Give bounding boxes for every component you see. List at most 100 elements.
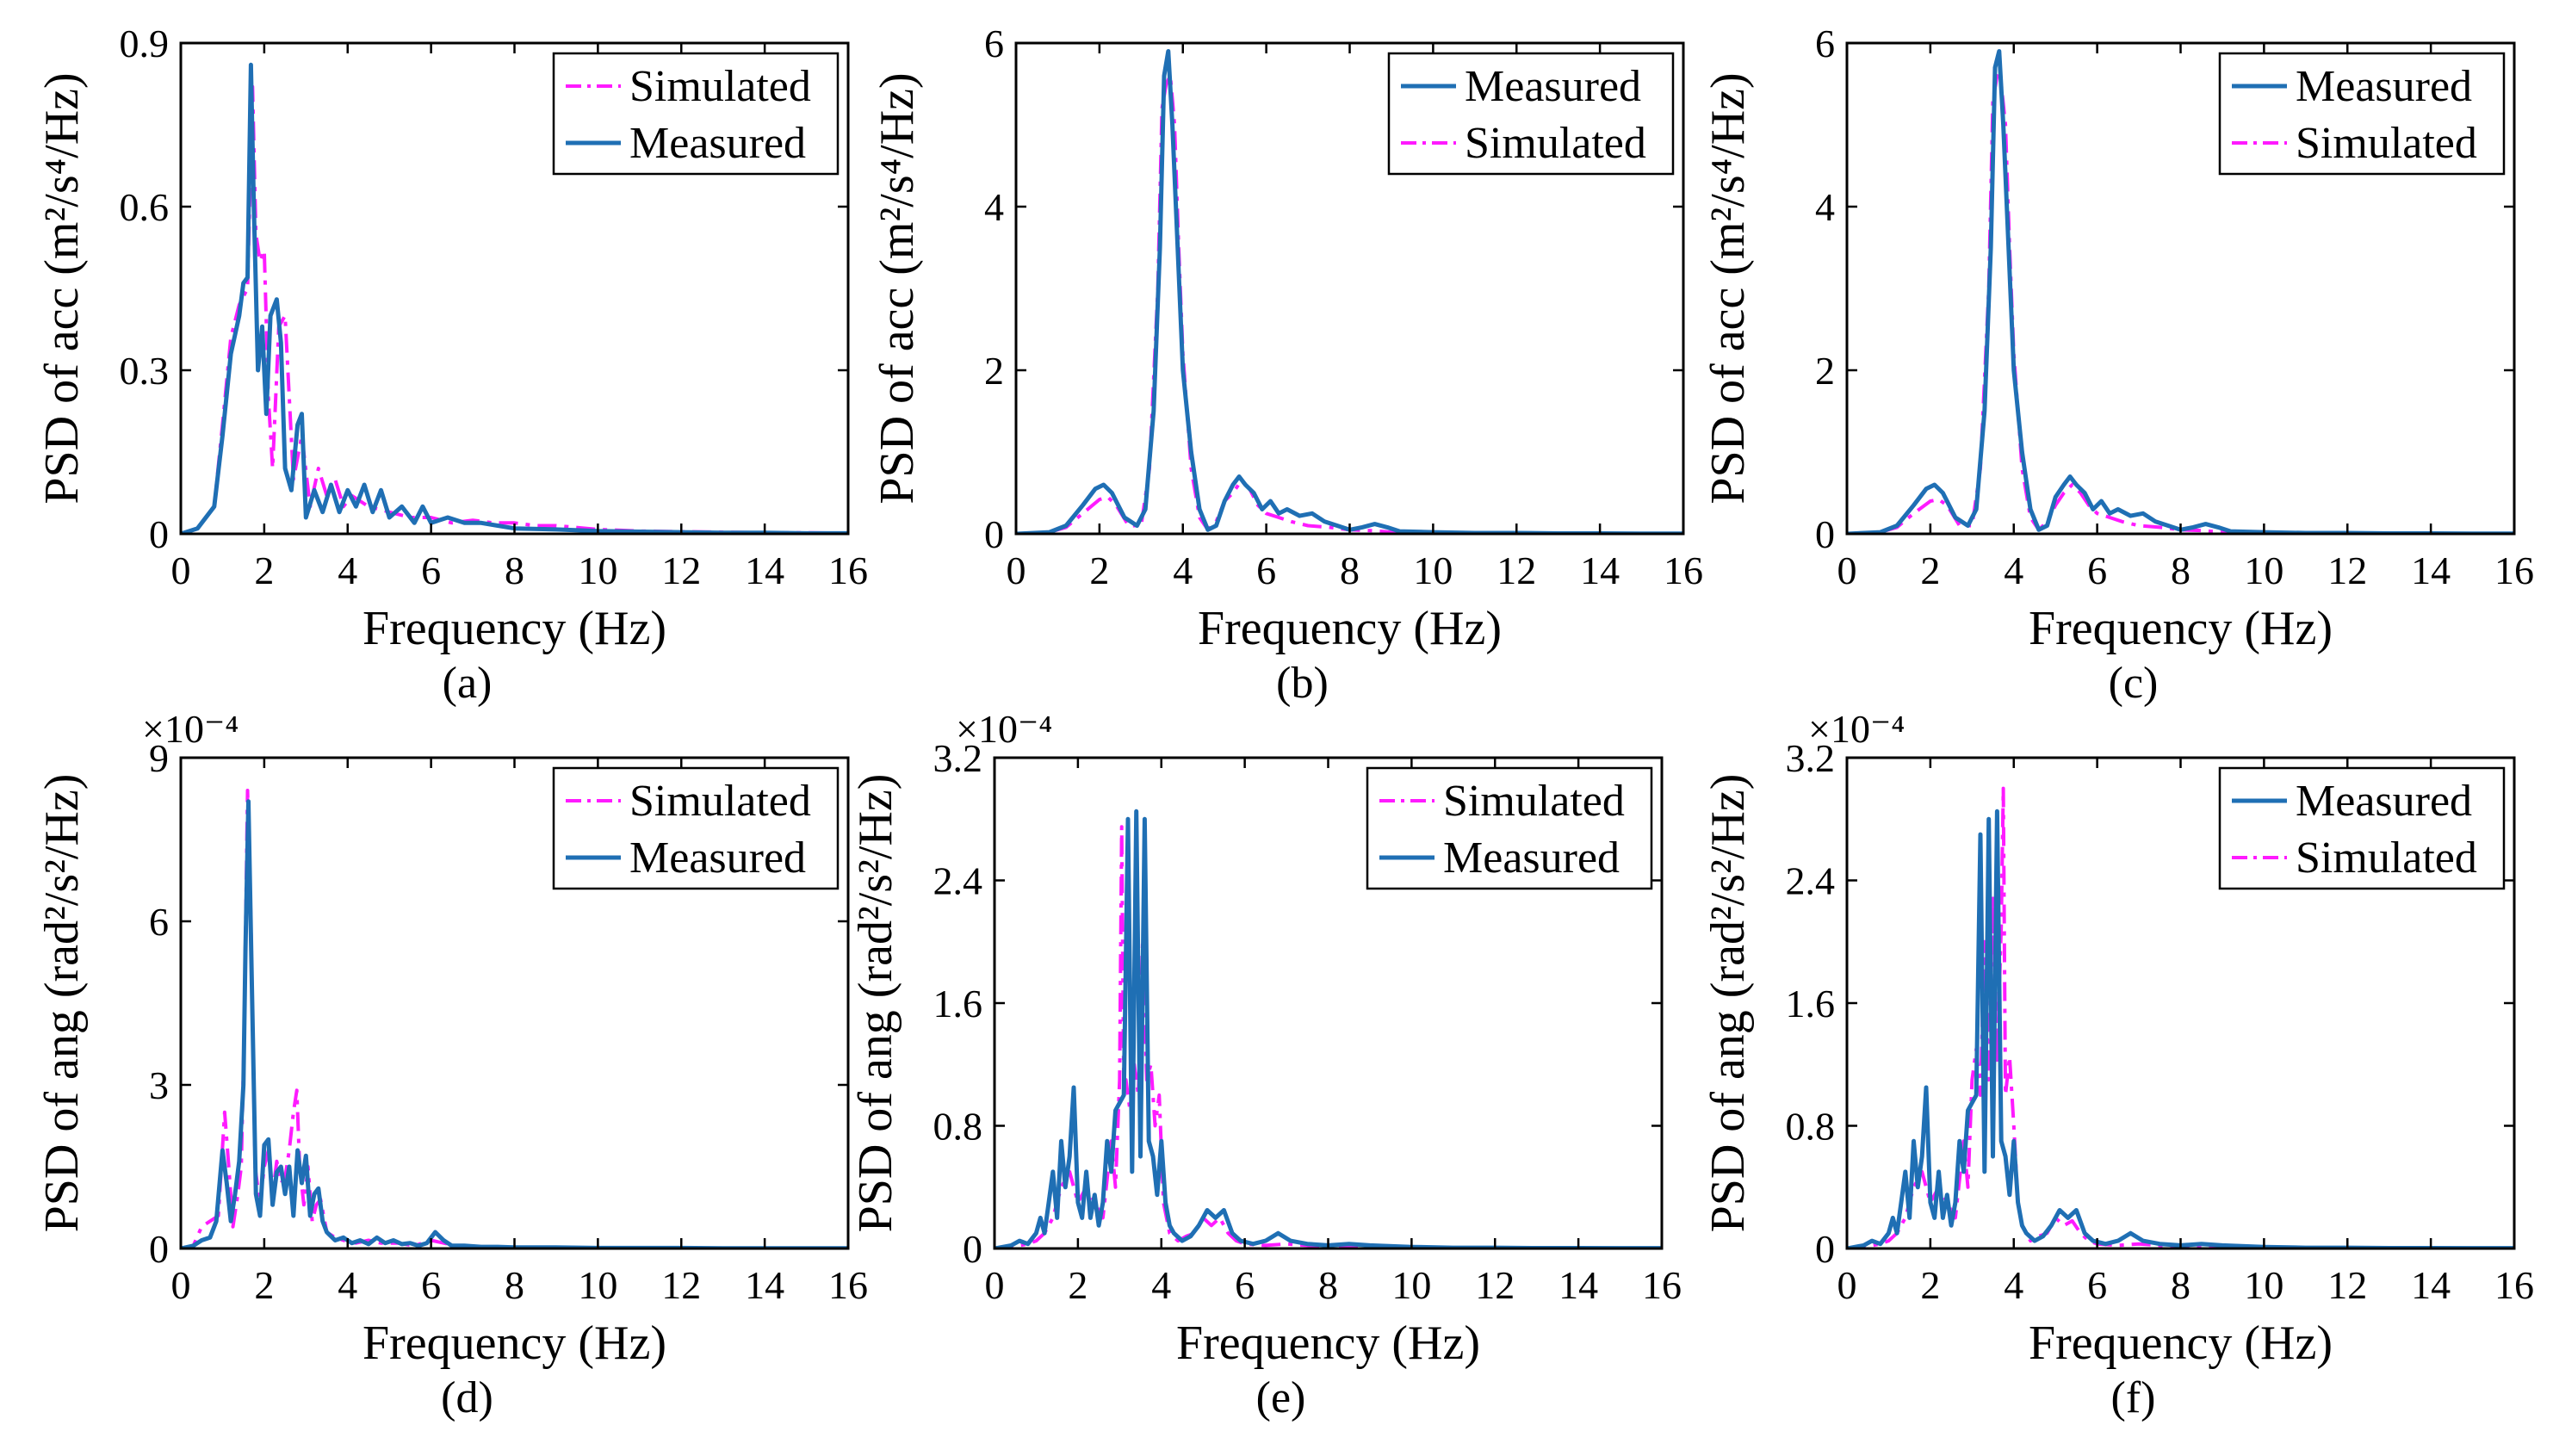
legend-label-simulated: Simulated — [629, 62, 811, 111]
panel-label: (e) — [1256, 1373, 1306, 1422]
x-tick-label: 14 — [2411, 1263, 2451, 1307]
x-tick-label: 12 — [1475, 1263, 1515, 1307]
y-tick-label: 4 — [984, 185, 1004, 229]
y-tick-label: 0 — [149, 512, 169, 556]
y-tick-label: 3 — [149, 1063, 169, 1107]
x-tick-label: 12 — [2327, 548, 2367, 592]
x-tick-label: 14 — [745, 548, 784, 592]
x-tick-label: 12 — [661, 548, 701, 592]
legend-label-measured: Measured — [629, 119, 806, 168]
x-tick-label: 6 — [421, 1263, 441, 1307]
x-tick-label: 10 — [1391, 1263, 1431, 1307]
legend: Simulated Measured — [1366, 766, 1653, 890]
chart-panel-e: 0 2 4 6 8 10 12 14 16 0 0.8 1.6 2.4 3.2×10⁻⁴ Frequency… — [849, 707, 1682, 1422]
x-tick-label: 4 — [338, 1263, 357, 1307]
x-tick-label: 8 — [2171, 548, 2190, 592]
legend-label-measured: Measured — [2296, 777, 2472, 826]
y-tick-label: 0.8 — [933, 1105, 983, 1149]
legend-box — [552, 52, 840, 176]
x-tick-label: 14 — [2411, 548, 2451, 592]
x-tick-label: 4 — [1151, 1263, 1171, 1307]
x-tick-label: 10 — [578, 548, 617, 592]
x-tick-label: 0 — [1837, 1263, 1857, 1307]
x-tick-label: 0 — [171, 1263, 191, 1307]
x-tick-label: 6 — [1256, 548, 1276, 592]
legend-label-simulated: Simulated — [629, 777, 811, 826]
y-tick-label: 1.6 — [933, 982, 983, 1025]
x-tick-label: 8 — [1340, 548, 1360, 592]
chart-panel-d: 0 2 4 6 8 10 12 14 16 0 3 6 9×10⁻⁴ Frequency (Hz) PSD … — [35, 707, 868, 1422]
x-tick-label: 0 — [985, 1263, 1005, 1307]
y-axis-label: PSD of acc (m²/s⁴/Hz) — [871, 72, 924, 504]
y-tick-label: 3.2 — [933, 736, 983, 780]
y-tick-label: 9 — [149, 736, 169, 780]
x-tick-label: 8 — [2171, 1263, 2190, 1307]
y-tick-label: 2.4 — [933, 859, 983, 903]
y-tick-label: 1.6 — [1786, 982, 1836, 1025]
y-tick-label: 0 — [1815, 512, 1835, 556]
y-tick-label: 0 — [984, 512, 1004, 556]
x-tick-label: 6 — [2087, 1263, 2107, 1307]
x-axis-label: Frequency (Hz) — [2029, 602, 2333, 655]
legend-label-measured: Measured — [2296, 62, 2472, 111]
y-tick-label: 0.9 — [120, 22, 170, 65]
series-line-measured — [1016, 49, 1683, 534]
y-axis-label: PSD of acc (m²/s⁴/Hz) — [1701, 72, 1755, 504]
series-line-simulated — [995, 825, 1662, 1248]
x-tick-label: 12 — [1496, 548, 1536, 592]
legend: Measured Simulated — [2218, 766, 2506, 890]
legend-box — [1366, 766, 1653, 890]
legend-box — [2218, 766, 2506, 890]
x-tick-label: 0 — [1007, 548, 1026, 592]
x-tick-label: 10 — [2244, 1263, 2283, 1307]
x-axis-label: Frequency (Hz) — [1176, 1317, 1480, 1370]
x-tick-label: 16 — [2494, 1263, 2534, 1307]
y-tick-label: 0.3 — [120, 349, 170, 393]
legend: Measured Simulated — [1387, 52, 1675, 176]
x-tick-label: 4 — [2004, 548, 2023, 592]
panel-label: (a) — [443, 659, 493, 708]
y-tick-label: 0 — [963, 1227, 982, 1271]
y-axis-label: PSD of acc (m²/s⁴/Hz) — [35, 72, 89, 504]
legend: Simulated Measured — [552, 52, 840, 176]
y-tick-label: 6 — [149, 900, 169, 944]
x-tick-label: 16 — [1642, 1263, 1682, 1307]
x-tick-label: 2 — [254, 1263, 274, 1307]
series-line-measured — [1847, 809, 2514, 1248]
x-tick-label: 2 — [1920, 548, 1940, 592]
series-line-measured — [181, 62, 848, 534]
x-tick-label: 6 — [421, 548, 441, 592]
x-tick-label: 16 — [2494, 548, 2534, 592]
x-tick-label: 4 — [2004, 1263, 2023, 1307]
x-tick-label: 4 — [1173, 548, 1193, 592]
x-tick-label: 6 — [2087, 548, 2107, 592]
legend-label-simulated: Simulated — [2296, 119, 2477, 168]
panel-label: (d) — [441, 1373, 493, 1422]
legend-label-simulated: Simulated — [2296, 833, 2477, 883]
y-axis-label: PSD of ang (rad²/s²/Hz) — [1701, 774, 1755, 1233]
legend-box — [1387, 52, 1675, 176]
y-axis-label: PSD of ang (rad²/s²/Hz) — [35, 774, 89, 1233]
x-tick-label: 8 — [1318, 1263, 1338, 1307]
x-tick-label: 14 — [1558, 1263, 1598, 1307]
series-line-measured — [995, 809, 1662, 1248]
x-tick-label: 14 — [1580, 548, 1620, 592]
x-tick-label: 6 — [1235, 1263, 1255, 1307]
y-tick-label: 0 — [1815, 1227, 1835, 1271]
x-tick-label: 16 — [828, 1263, 868, 1307]
panel-label: (f) — [2111, 1373, 2156, 1422]
x-axis-label: Frequency (Hz) — [2029, 1317, 2333, 1370]
x-axis-label: Frequency (Hz) — [363, 602, 666, 655]
chart-panel-c: 0 2 4 6 8 10 12 14 16 0 2 4 6 Frequency (Hz) PSD of ac… — [1701, 22, 2534, 708]
y-tick-label: 2 — [1815, 349, 1835, 393]
y-scale-factor: ×10⁻⁴ — [1808, 707, 1905, 751]
x-tick-label: 14 — [745, 1263, 784, 1307]
y-tick-label: 4 — [1815, 185, 1835, 229]
x-tick-label: 2 — [1068, 1263, 1088, 1307]
x-tick-label: 8 — [505, 548, 524, 592]
x-tick-label: 0 — [1837, 548, 1857, 592]
legend: Measured Simulated — [2218, 52, 2506, 176]
legend-label-measured: Measured — [1443, 833, 1620, 883]
x-tick-label: 0 — [171, 548, 191, 592]
y-scale-factor: ×10⁻⁴ — [142, 707, 239, 751]
